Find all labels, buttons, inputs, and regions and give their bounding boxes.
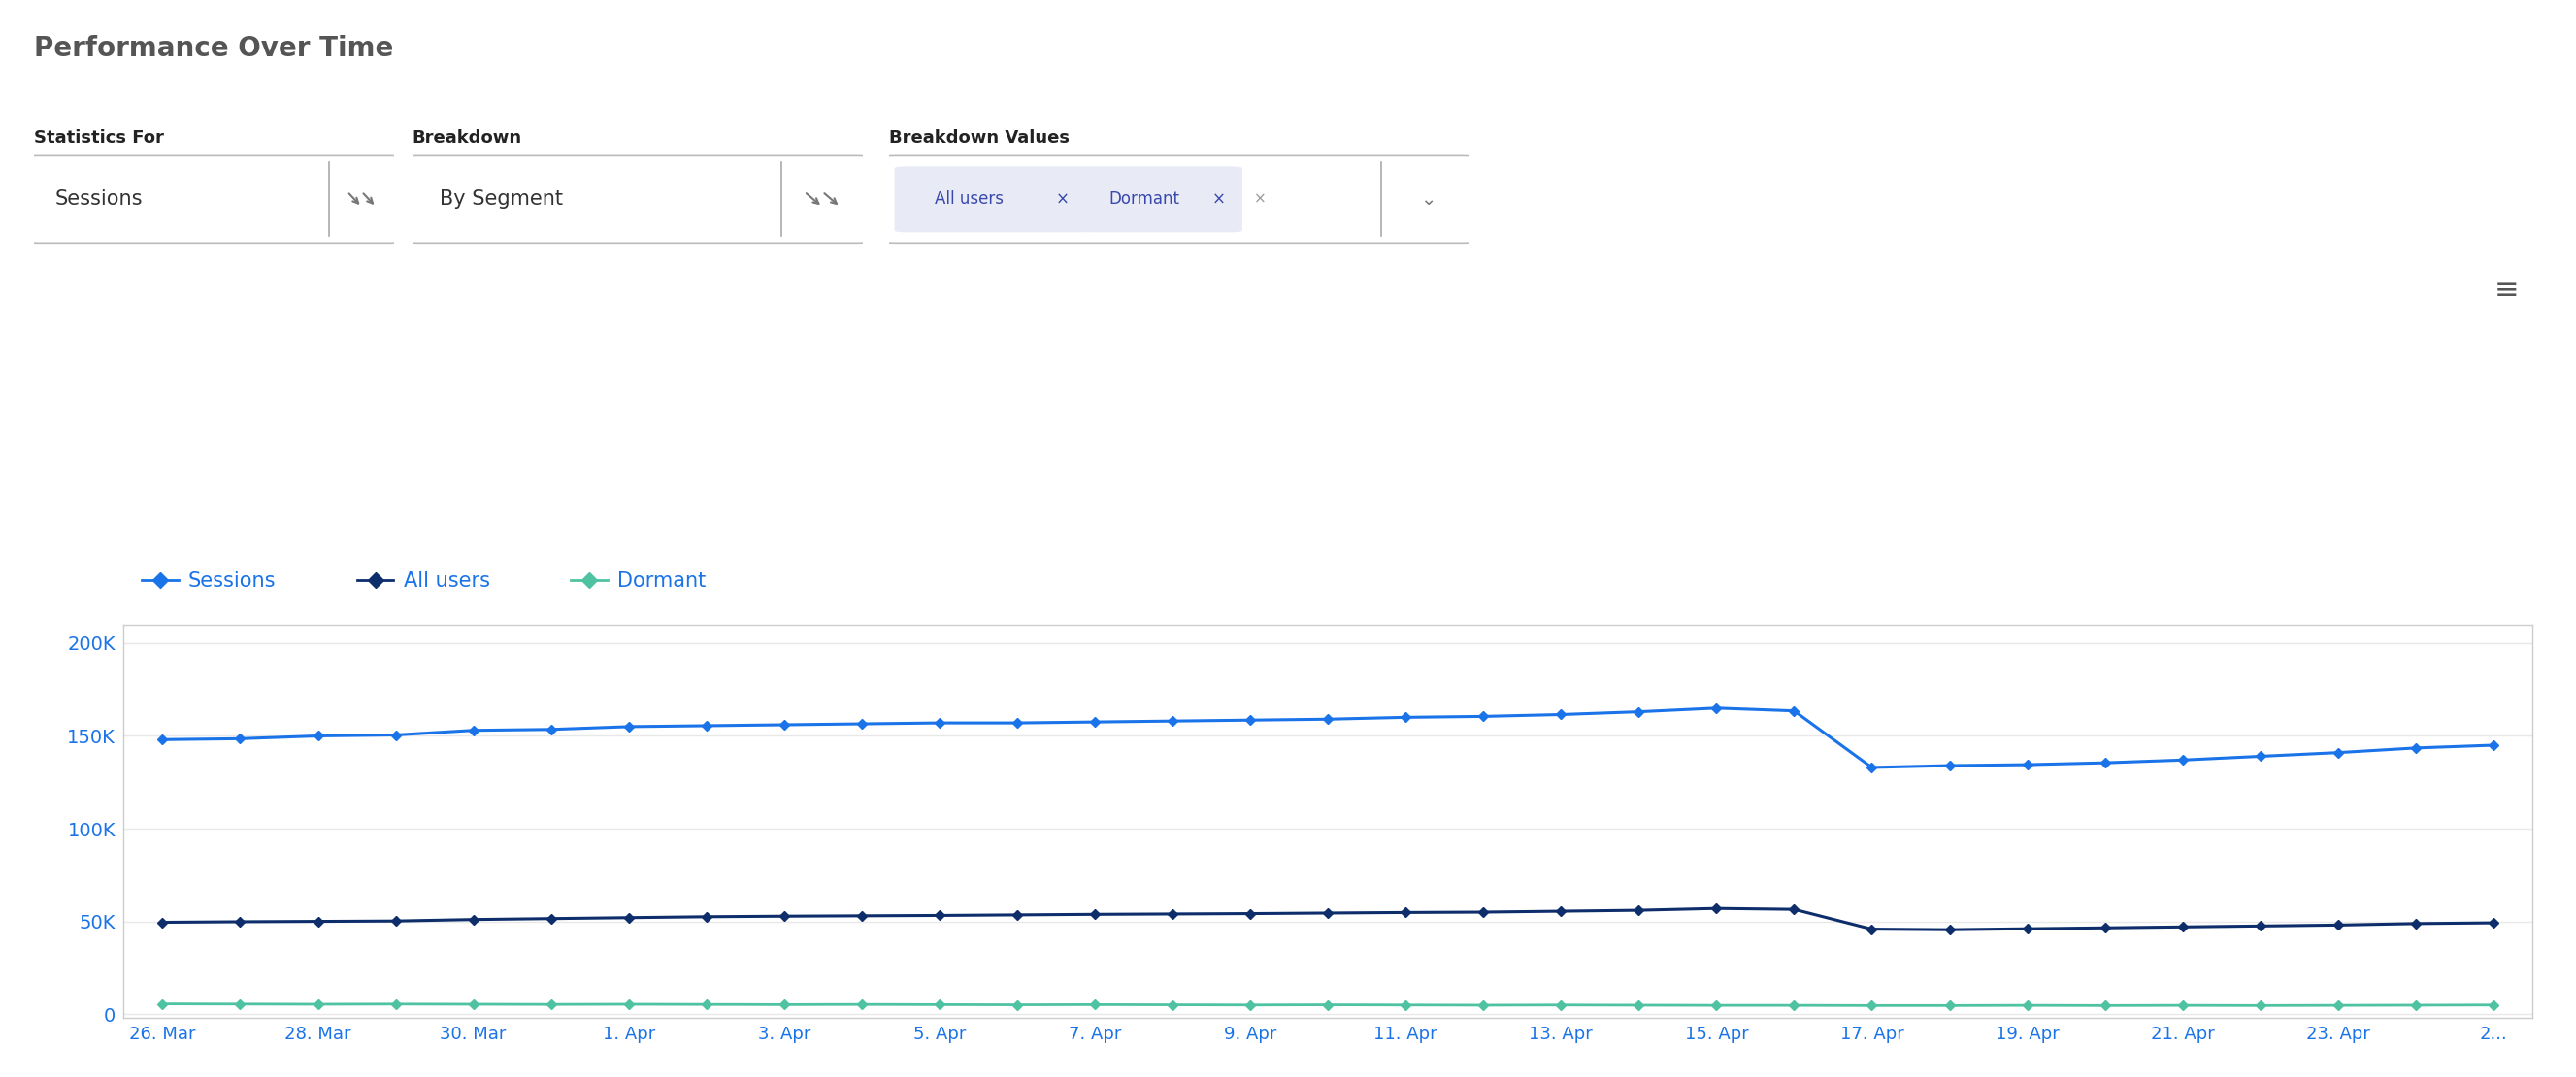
Text: ×: × [1255,192,1265,207]
Legend: Sessions, All users, Dormant: Sessions, All users, Dormant [134,563,714,599]
Text: Breakdown: Breakdown [412,129,523,146]
Text: Dormant: Dormant [1108,191,1180,208]
FancyBboxPatch shape [894,166,1092,233]
FancyBboxPatch shape [1079,166,1242,233]
Text: Performance Over Time: Performance Over Time [33,34,394,61]
Text: ⌄: ⌄ [1419,190,1435,209]
Text: Sessions: Sessions [54,190,142,209]
FancyBboxPatch shape [876,155,1479,242]
Text: ×: × [1056,191,1069,208]
Text: Breakdown Values: Breakdown Values [889,129,1069,146]
Text: ×: × [1213,191,1226,208]
FancyBboxPatch shape [402,155,871,242]
FancyBboxPatch shape [26,155,402,242]
Text: Statistics For: Statistics For [33,129,162,146]
Text: By Segment: By Segment [438,190,562,209]
Text: ≡: ≡ [2494,277,2519,305]
Text: All users: All users [935,191,1005,208]
